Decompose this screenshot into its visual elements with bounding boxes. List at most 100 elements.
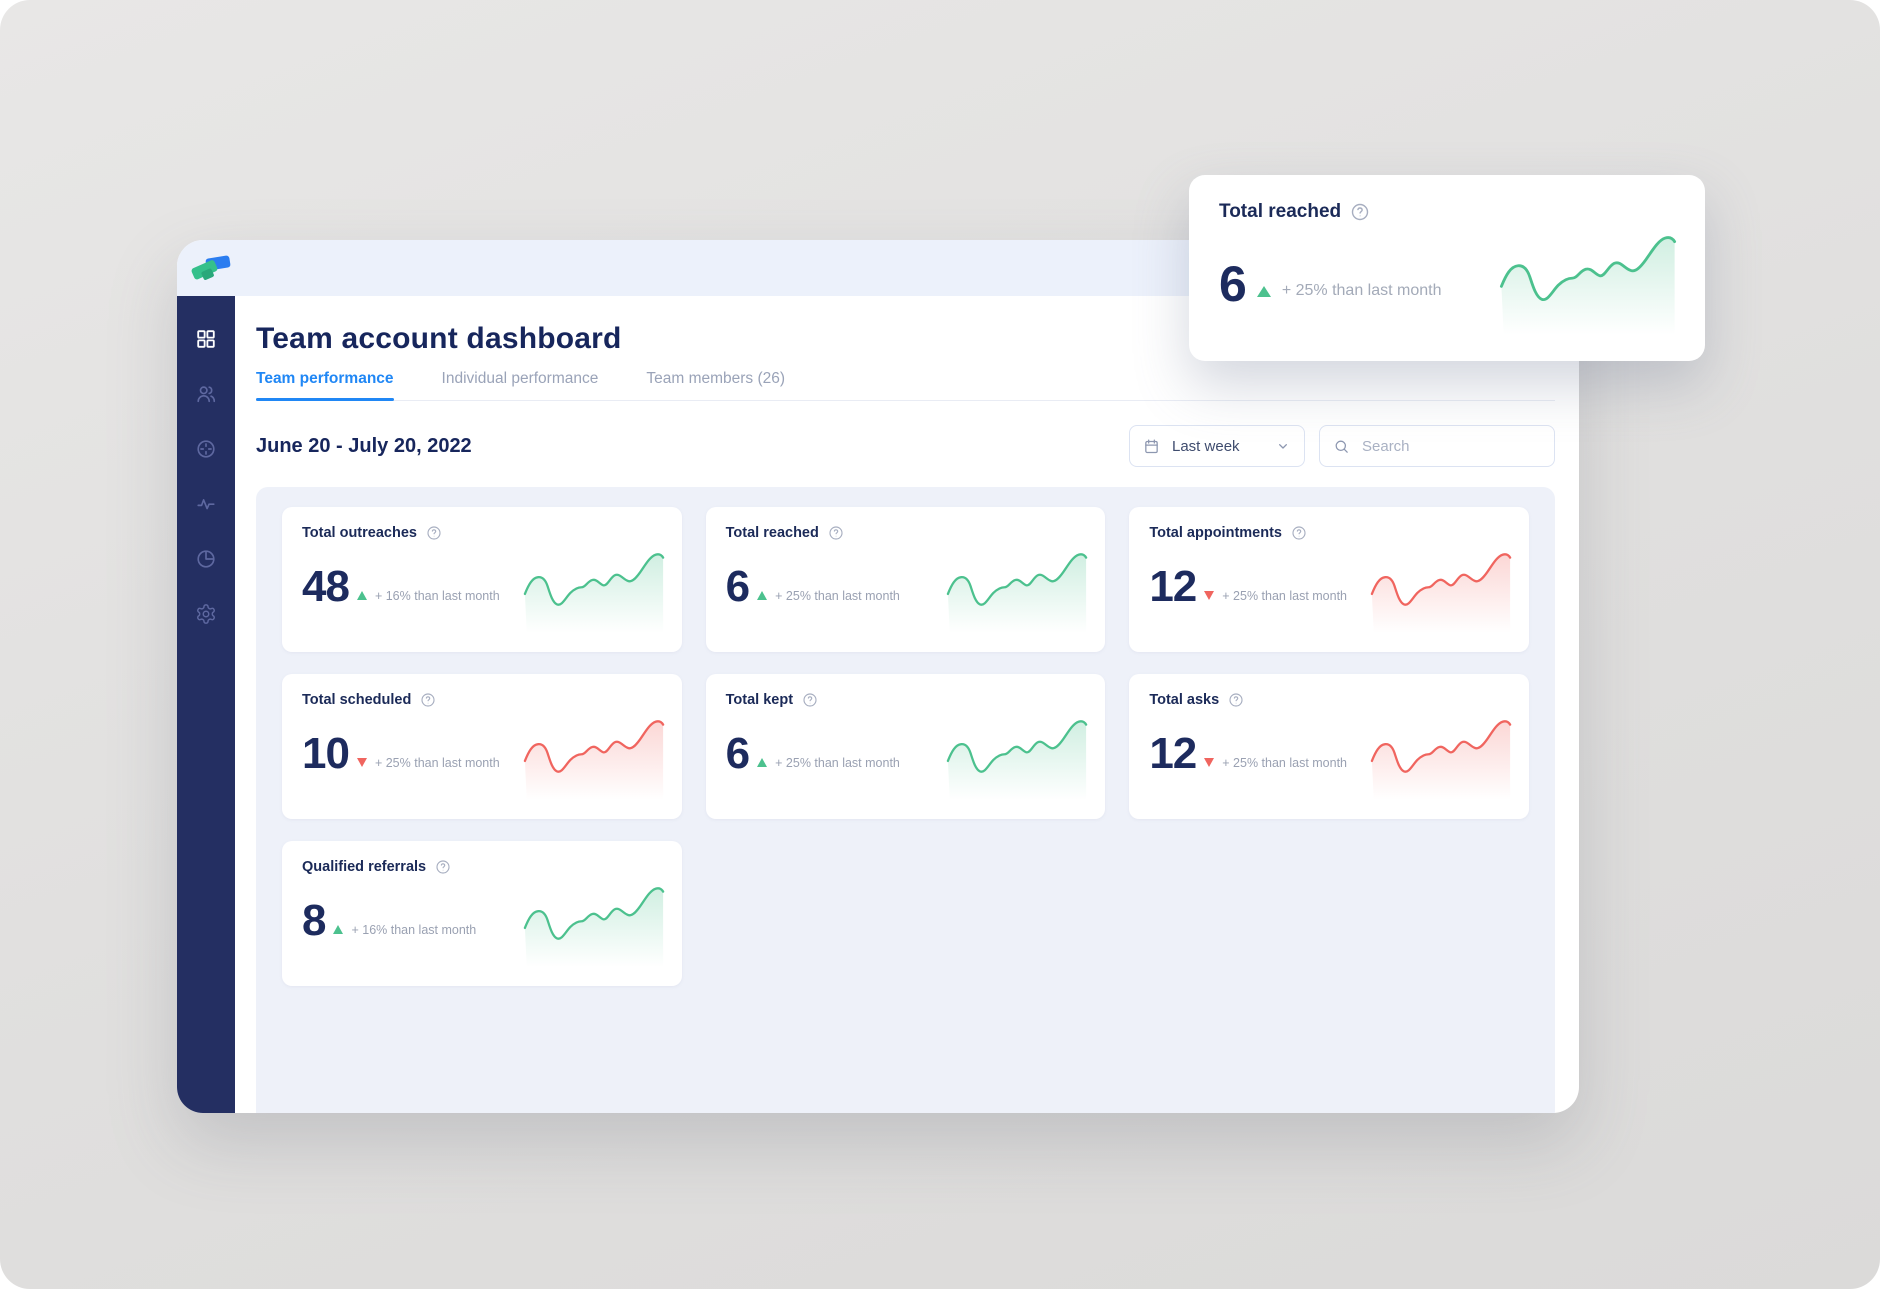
card-head: Qualified referrals	[302, 859, 662, 875]
tab-team-members-26[interactable]: Team members (26)	[646, 370, 785, 400]
sparkline-chart	[946, 549, 1088, 635]
tab-bar: Team performance Individual performance Te…	[256, 370, 1555, 401]
sparkline-chart	[947, 553, 1088, 634]
card-title: Total appointments	[1149, 525, 1282, 541]
trend-up-icon	[333, 925, 344, 934]
pie-chart-icon	[195, 548, 217, 570]
help-icon[interactable]	[420, 692, 436, 708]
sparkline-chart	[1370, 549, 1512, 635]
metric-value: 12	[1149, 562, 1197, 611]
period-dropdown[interactable]: Last week	[1129, 425, 1305, 467]
main-content: Team account dashboard Team performance I…	[235, 296, 1579, 1113]
handshake-logo-icon[interactable]	[189, 253, 235, 283]
card-title: Total scheduled	[302, 692, 412, 708]
sidebar	[177, 296, 235, 1113]
metric-delta: + 25% than last month	[1281, 282, 1442, 299]
card-title: Total reached	[1219, 201, 1342, 222]
metric-value: 8	[302, 896, 327, 945]
tab-label: Team members (26)	[646, 370, 786, 387]
metric-delta: + 25% than last month	[775, 589, 900, 603]
help-icon[interactable]	[1350, 202, 1370, 222]
chevron-down-icon	[1275, 438, 1291, 454]
sparkline-chart	[1499, 231, 1677, 337]
metric-value: 6	[1219, 256, 1247, 312]
metric-delta: + 16% than last month	[351, 923, 477, 937]
page-title: Team account dashboard	[256, 322, 622, 355]
sparkline-chart	[1370, 716, 1512, 802]
stat-card: Total reached 6 + 25% than last month	[705, 507, 1106, 652]
sparkline-chart	[523, 553, 664, 634]
card-title: Total outreaches	[302, 525, 417, 541]
sidebar-item-dashboard[interactable]	[195, 328, 217, 350]
search-box[interactable]	[1319, 425, 1555, 467]
metric-value: 6	[725, 562, 751, 611]
calendar-icon	[1143, 438, 1160, 455]
tab-individual-performance[interactable]: Individual performance	[442, 370, 599, 400]
total-reached-popover: Total reached 6 + 25% than last month	[1189, 175, 1705, 361]
stats-grid: Total outreaches 48 + 16% than last month T…	[282, 507, 1529, 986]
stat-card: Total asks 12 + 25% than last month	[1129, 674, 1529, 819]
sparkline-chart	[523, 887, 664, 968]
trend-up-icon	[356, 591, 367, 600]
card-head: Total scheduled	[302, 692, 662, 708]
trend-up-icon	[757, 758, 768, 767]
metric: 6 + 25% than last month	[726, 565, 900, 609]
metric-delta: + 25% than last month	[1222, 756, 1348, 770]
toolbar: June 20 - July 20, 2022 Last week	[256, 425, 1555, 467]
metric-value: 48	[302, 562, 350, 611]
help-icon[interactable]	[426, 525, 442, 541]
help-icon[interactable]	[1291, 525, 1307, 541]
sidebar-item-settings[interactable]	[195, 603, 217, 625]
target-icon	[195, 438, 217, 460]
sidebar-item-targets[interactable]	[195, 438, 217, 460]
tab-label: Individual performance	[441, 370, 599, 387]
stat-card: Total outreaches 48 + 16% than last month	[282, 507, 682, 652]
metric-value: 6	[725, 729, 751, 778]
help-icon[interactable]	[1228, 692, 1244, 708]
tab-team-performance[interactable]: Team performance	[256, 370, 394, 401]
metric: 8 + 16% than last month	[302, 899, 476, 943]
card-head: Total appointments	[1149, 525, 1509, 541]
metric: 12 + 25% than last month	[1149, 565, 1347, 609]
grid-icon	[195, 328, 217, 350]
help-icon[interactable]	[802, 692, 818, 708]
stat-card: Qualified referrals 8 + 16% than last mont…	[282, 841, 682, 986]
period-dropdown-value: Last week	[1172, 437, 1240, 455]
card-title: Total reached	[725, 525, 819, 541]
metric: 48 + 16% than last month	[302, 565, 500, 609]
card-head: Total outreaches	[302, 525, 662, 541]
sparkline-chart	[1499, 236, 1677, 335]
help-icon[interactable]	[435, 859, 451, 875]
help-icon[interactable]	[828, 525, 844, 541]
users-icon	[195, 383, 217, 405]
metric: 6 + 25% than last month	[726, 732, 900, 776]
sparkline-chart	[523, 883, 665, 969]
popover-head: Total reached	[1219, 201, 1675, 223]
sparkline-chart	[1370, 720, 1512, 801]
metric-value: 12	[1149, 729, 1197, 778]
sidebar-item-reports[interactable]	[195, 548, 217, 570]
window-body: Team account dashboard Team performance I…	[177, 296, 1579, 1113]
sparkline-chart	[947, 720, 1088, 801]
app-window: Team account dashboard Team performance I…	[177, 240, 1579, 1113]
card-head: Total kept	[726, 692, 1086, 708]
card-title: Total asks	[1149, 692, 1220, 708]
trend-down-icon	[1204, 758, 1215, 767]
metric: 12 + 25% than last month	[1149, 732, 1347, 776]
metric-delta: + 25% than last month	[374, 756, 500, 770]
stat-card: Total appointments 12 + 25% than last mont…	[1129, 507, 1529, 652]
sparkline-chart	[523, 716, 665, 802]
search-input[interactable]	[1360, 436, 1541, 456]
trend-up-icon	[1256, 286, 1271, 297]
sidebar-item-activity[interactable]	[195, 493, 217, 515]
trend-down-icon	[356, 758, 367, 767]
tab-label: Team performance	[256, 370, 394, 387]
metric: 10 + 25% than last month	[302, 732, 500, 776]
stats-panel: Total outreaches 48 + 16% than last month T…	[256, 487, 1555, 1113]
card-title: Total kept	[725, 692, 794, 708]
gear-icon	[195, 603, 217, 625]
sidebar-item-team[interactable]	[195, 383, 217, 405]
search-icon	[1333, 438, 1350, 455]
stat-card: Total scheduled 10 + 25% than last month	[282, 674, 682, 819]
